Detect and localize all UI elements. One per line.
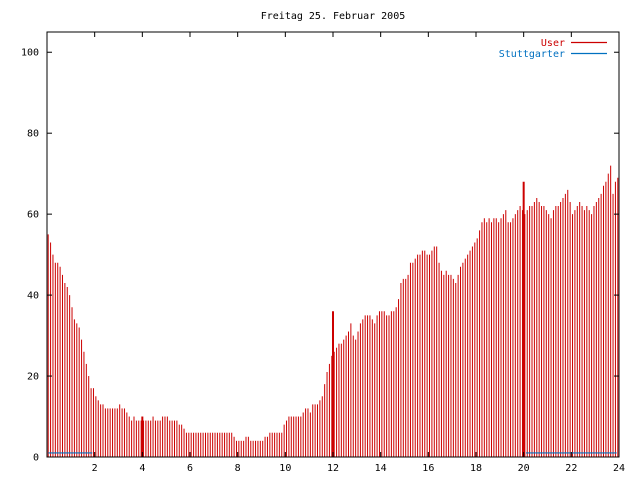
y-tick-label: 0 (33, 453, 39, 464)
y-tick-label: 60 (27, 210, 39, 221)
x-tick-label: 10 (279, 463, 291, 474)
y-tick-label: 100 (21, 48, 39, 59)
x-tick-label: 2 (92, 463, 98, 474)
x-tick-label: 16 (422, 463, 434, 474)
x-axis: 2 4 6 8 10 12 14 16 18 20 22 24 (92, 32, 625, 474)
x-tick-label: 24 (613, 463, 625, 474)
x-tick-label: 20 (518, 463, 530, 474)
x-tick-label: 6 (187, 463, 193, 474)
x-tick-label: 4 (139, 463, 145, 474)
y-axis: 0 20 40 60 80 100 (21, 48, 619, 464)
y-tick-label: 40 (27, 291, 39, 302)
y-tick-label: 20 (27, 372, 39, 383)
legend: User Stuttgarter (499, 38, 607, 60)
x-tick-label: 18 (470, 463, 482, 474)
y-tick-label: 80 (27, 129, 39, 140)
legend-label-user: User (541, 38, 565, 49)
chart-title: Freitag 25. Februar 2005 (261, 11, 406, 22)
user-series (47, 165, 619, 457)
legend-label-stuttgarter: Stuttgarter (499, 49, 565, 60)
x-tick-label: 12 (327, 463, 339, 474)
x-tick-label: 14 (375, 463, 387, 474)
x-tick-label: 8 (235, 463, 241, 474)
x-tick-label: 22 (565, 463, 577, 474)
